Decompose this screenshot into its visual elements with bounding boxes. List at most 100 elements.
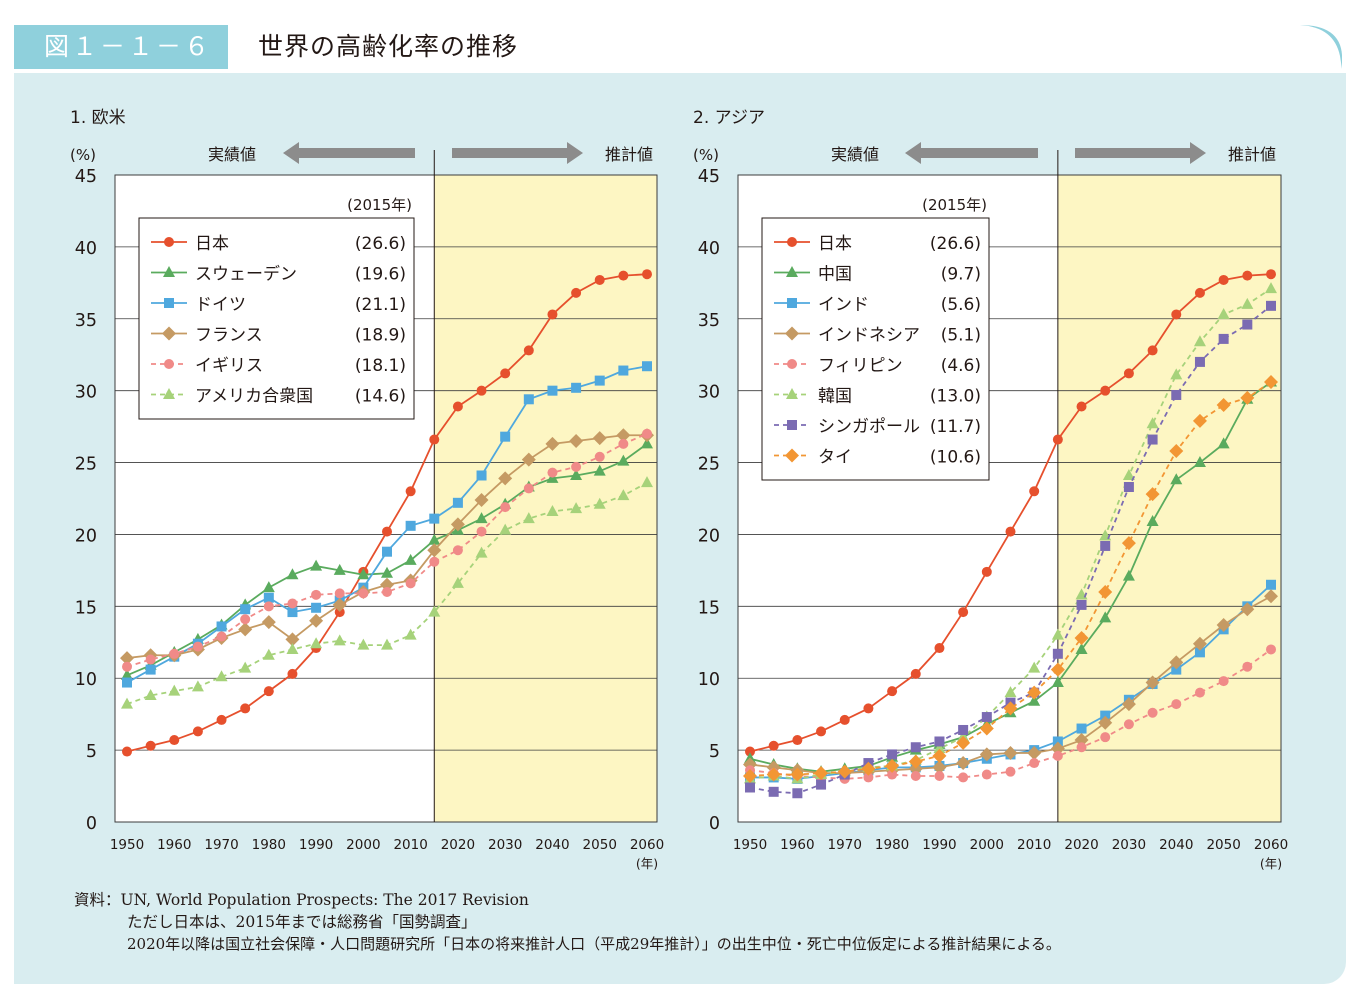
data-point <box>571 287 582 298</box>
x-tick-label: 1990 <box>922 837 956 853</box>
data-point <box>263 686 274 697</box>
data-point <box>641 437 653 449</box>
data-point <box>1029 758 1040 769</box>
x-tick-label: 2000 <box>346 837 380 853</box>
data-point <box>1100 732 1111 743</box>
data-point <box>1050 741 1065 756</box>
data-point <box>1216 398 1231 413</box>
x-tick-label: 2010 <box>1017 837 1051 853</box>
data-point <box>934 736 945 747</box>
actual-label: 実績値 <box>208 145 256 164</box>
legend-entry-name: スウェーデン <box>195 264 297 285</box>
data-point <box>169 648 180 659</box>
data-point <box>1027 685 1042 700</box>
data-point <box>932 760 947 775</box>
y-unit-label: (%) <box>70 146 96 164</box>
data-point <box>1029 486 1040 497</box>
data-point <box>1192 413 1207 428</box>
x-tick-label: 2030 <box>488 837 522 853</box>
data-point <box>1076 742 1087 753</box>
arrow-left-shape <box>905 142 1038 164</box>
data-point <box>571 461 582 472</box>
series-イギリス <box>122 428 652 672</box>
x-tick-label: 1970 <box>204 837 238 853</box>
data-point <box>311 602 322 613</box>
data-point <box>908 754 923 769</box>
data-point <box>981 566 992 577</box>
data-point <box>498 471 513 486</box>
source-line-1: 資料：UN, World Population Prospects: The 2… <box>74 891 529 909</box>
data-point <box>816 726 827 737</box>
y-tick-label: 35 <box>75 311 97 331</box>
data-point <box>981 712 992 723</box>
data-point <box>287 668 298 679</box>
y-unit-label: (%) <box>693 146 719 164</box>
data-point <box>238 622 253 637</box>
data-point <box>1027 745 1042 760</box>
x-tick-label: 2040 <box>1159 837 1193 853</box>
data-point <box>1076 401 1087 412</box>
arrow-right-shape <box>452 142 583 164</box>
data-point <box>357 568 370 580</box>
data-point <box>1147 707 1158 718</box>
data-point <box>1169 444 1184 459</box>
data-point <box>145 654 156 665</box>
data-point <box>766 767 781 782</box>
data-point <box>981 769 992 780</box>
data-point <box>452 401 463 412</box>
legend-swatch-marker <box>785 448 799 463</box>
data-point <box>1171 389 1182 400</box>
data-point <box>120 651 134 666</box>
x-tick-label: 2020 <box>1064 837 1098 853</box>
data-point <box>1264 589 1278 604</box>
data-point <box>474 492 489 507</box>
x-tick-label: 1990 <box>299 837 333 853</box>
legend-entry-name: インド <box>818 295 869 315</box>
legend-entry-value: (21.1) <box>355 295 406 315</box>
legend-entry-value: (14.6) <box>355 387 406 407</box>
x-unit-label: (年) <box>1260 856 1282 871</box>
plot-frame <box>114 174 658 823</box>
data-point <box>1122 569 1135 581</box>
legend-box <box>138 217 415 420</box>
data-point <box>523 345 534 356</box>
data-point <box>887 686 898 697</box>
series-line <box>126 432 648 668</box>
data-point <box>979 721 994 736</box>
data-point <box>1192 636 1207 651</box>
data-point <box>1169 655 1184 670</box>
data-point <box>429 513 440 524</box>
legend-swatch-marker <box>786 388 798 399</box>
data-point <box>547 385 558 396</box>
data-point <box>122 677 132 688</box>
data-point <box>1076 723 1087 734</box>
data-point <box>1052 736 1063 747</box>
data-point <box>1052 434 1063 445</box>
x-unit-label: (年) <box>636 856 658 871</box>
data-point <box>885 758 900 773</box>
legend-swatch-marker <box>164 298 174 308</box>
data-point <box>358 588 369 599</box>
data-point <box>121 668 133 680</box>
legend-entry-name: 日本 <box>195 234 229 254</box>
data-point <box>956 735 971 750</box>
x-tick-label: 1970 <box>828 837 862 853</box>
x-tick-label: 2060 <box>630 837 664 853</box>
legend-entry-value: (13.0) <box>930 387 981 407</box>
data-point <box>1266 300 1276 311</box>
legend-entry-value: (9.7) <box>941 265 981 285</box>
data-point <box>500 431 511 442</box>
chart-title: 2. アジア <box>693 108 765 128</box>
y-tick-label: 45 <box>75 167 97 187</box>
data-point <box>287 598 298 609</box>
legend-swatch-marker <box>785 326 799 341</box>
data-point <box>616 428 631 443</box>
data-point <box>262 581 275 593</box>
data-point <box>1122 468 1135 480</box>
data-point <box>169 735 180 746</box>
data-point <box>333 634 346 646</box>
legend-entry-name: 日本 <box>818 234 852 254</box>
data-point <box>285 632 300 647</box>
x-tick-label: 1950 <box>110 837 144 853</box>
